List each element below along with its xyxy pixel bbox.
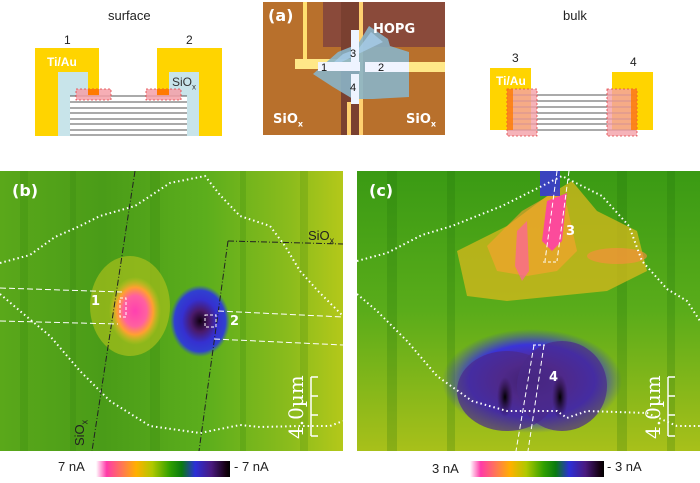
contact-label-1: 1 [64,33,71,47]
current-map-c-image [357,171,700,451]
optical-contact-3: 3 [350,48,357,60]
colorbar-c-min: - 3 nA [607,459,642,474]
metal-label: Ti/Au [47,55,77,69]
contact-label-4: 4 [630,55,637,69]
bulk-title: bulk [563,8,587,23]
map-b-contact-1: 1 [91,294,101,309]
optical-contact-2: 2 [378,62,385,74]
surface-diagram [35,48,222,136]
map-b-oxide-top: SiOx [308,228,335,246]
bulk-metal-label: Ti/Au [496,74,526,88]
contact-label-3: 3 [512,51,519,65]
contact-label-2: 2 [186,33,193,47]
colorbar-b [96,461,230,477]
map-c-contact-3: 3 [566,224,576,239]
map-c-scale-label: 4.0µm [641,375,665,439]
current-map-b-image [0,171,343,451]
panel-b-label: (b) [12,181,39,200]
panel-a-label: (a) [268,6,294,25]
colorbar-b-min: - 7 nA [234,459,269,474]
optical-image [263,2,445,135]
colorbar-b-max: 7 nA [58,459,85,474]
oxide-right-label: SiOx [406,112,437,129]
map-b-scale-label: 4.0µm [284,375,308,439]
map-b-contact-2: 2 [230,314,240,329]
optical-contact-1: 1 [321,62,328,74]
colorbar-c [470,461,604,477]
oxide-label: SiOx [172,75,197,92]
current-map-b: (b) 1 2 SiOx SiOx 4.0µm [0,171,343,451]
map-b-oxide-bottom: SiOx [72,419,90,446]
colorbar-c-max: 3 nA [432,461,459,476]
map-c-contact-4: 4 [549,370,559,385]
surface-title: surface [108,8,151,23]
optical-image-panel: (a) HOPG 1 2 3 4 SiOx SiOx [263,2,445,135]
panel-c-label: (c) [369,181,394,200]
bulk-diagram [490,68,653,137]
current-map-c: (c) 3 4 4.0µm [357,171,700,451]
optical-contact-4: 4 [350,82,357,94]
oxide-left-label: SiOx [273,112,304,129]
hopg-label: HOPG [373,22,416,37]
